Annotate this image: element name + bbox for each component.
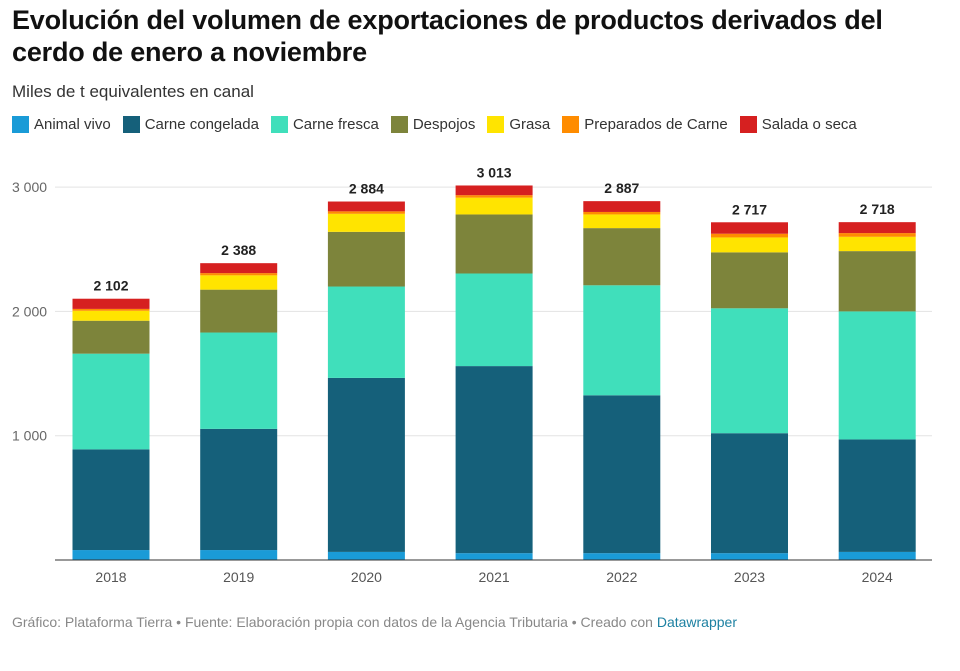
bar-segment	[711, 433, 788, 554]
legend-swatch	[122, 116, 140, 133]
bar-segment	[200, 332, 278, 429]
total-label: 2 717	[732, 201, 767, 217]
bar-segment	[455, 195, 533, 198]
legend-item-salada-o-seca: Salada o seca	[739, 116, 857, 133]
datawrapper-link[interactable]: Datawrapper	[656, 614, 737, 630]
legend-label: Grasa	[509, 116, 551, 133]
bar-segment	[72, 298, 150, 309]
total-label: 3 013	[477, 164, 512, 180]
bar-segment	[838, 439, 916, 552]
bar-segment	[583, 211, 661, 215]
legend-label: Despojos	[412, 116, 476, 133]
x-tick-label: 2023	[734, 569, 765, 585]
legend-label: Carne congelada	[144, 116, 259, 133]
bar-segment	[200, 275, 278, 290]
bar-segment	[327, 377, 405, 552]
bar-segment	[583, 285, 661, 396]
total-label: 2 102	[93, 278, 128, 294]
legend-label: Animal vivo	[34, 116, 111, 133]
bar-segment	[711, 233, 788, 238]
bar-segment	[455, 273, 533, 367]
footer-credits: Gráfico: Plataforma Tierra • Fuente: Ela…	[12, 614, 737, 630]
chart-subtitle: Miles de t equivalentes en canal	[12, 82, 254, 101]
bar-segment	[455, 185, 533, 196]
legend-item-preparados-de-carne: Preparados de Carne	[562, 116, 728, 133]
bar-segment	[72, 308, 150, 311]
legend-item-carne-congelada: Carne congelada	[122, 116, 259, 133]
legend: Animal vivo Carne congelada Carne fresca…	[12, 116, 869, 133]
y-tick-label: 2 000	[12, 303, 47, 319]
chart-title: Evolución del volumen de exportaciones d…	[12, 5, 883, 67]
bar-segment	[72, 550, 150, 560]
legend-item-grasa: Grasa	[487, 116, 550, 133]
legend-item-despojos: Despojos	[390, 116, 476, 133]
legend-swatch	[739, 116, 757, 133]
bar-segment	[327, 213, 405, 232]
bar-segment	[455, 197, 533, 215]
total-label: 2 718	[860, 201, 895, 217]
legend-swatch	[12, 116, 29, 133]
bar-segment	[583, 553, 661, 560]
bar-segment	[200, 550, 278, 560]
bar-segment	[455, 366, 533, 554]
bar-segment	[711, 308, 788, 434]
x-tick-label: 2024	[862, 569, 893, 585]
x-tick-label: 2020	[351, 569, 382, 585]
stacked-bar-chart: 1 000 2 000 3 000 2 102 2018 2 388 2019 2 884 20…	[12, 164, 932, 585]
bar-segment	[72, 320, 150, 354]
footer-text: Gráfico: Plataforma Tierra • Fuente: Ela…	[12, 614, 653, 630]
bar-segment	[711, 237, 788, 253]
legend-item-animal-vivo: Animal vivo	[12, 116, 111, 133]
bar-segment	[838, 222, 916, 234]
bar-segment	[583, 201, 661, 212]
legend-label: Carne fresca	[292, 116, 379, 133]
legend-swatch	[562, 116, 580, 133]
y-tick-label: 3 000	[12, 179, 47, 195]
bar-segment	[583, 395, 661, 554]
bar-segment	[838, 311, 916, 440]
bar-segment	[711, 222, 788, 234]
total-label: 2 887	[604, 180, 639, 196]
bar-segment	[200, 273, 278, 276]
bar-segment	[838, 251, 916, 312]
legend-swatch	[390, 116, 408, 133]
bar-segment	[583, 228, 661, 286]
bar-segment	[327, 286, 405, 378]
x-tick-label: 2022	[606, 569, 637, 585]
x-tick-label: 2018	[95, 569, 126, 585]
x-tick-label: 2019	[223, 569, 254, 585]
total-label: 2 884	[349, 181, 384, 197]
legend-label: Preparados de Carne	[584, 116, 728, 133]
legend-swatch	[487, 116, 505, 133]
bar-segment	[327, 201, 405, 212]
y-tick-label: 1 000	[12, 428, 47, 444]
bar-segment	[200, 263, 278, 274]
bar-segment	[327, 231, 405, 287]
bar-segment	[838, 233, 916, 237]
bar-segment	[455, 553, 533, 560]
legend-label: Salada o seca	[761, 116, 857, 133]
bar-segment	[455, 214, 533, 274]
bar-segment	[583, 214, 661, 229]
total-label: 2 388	[221, 242, 256, 258]
bar-segment	[327, 211, 405, 214]
legend-swatch	[270, 116, 288, 133]
bar-segment	[838, 551, 916, 560]
bar-segment	[72, 449, 150, 551]
bar-segment	[711, 553, 788, 560]
bar-segment	[72, 353, 150, 450]
bar-segment	[327, 551, 405, 560]
bar-segment	[200, 289, 278, 333]
bar-segment	[72, 310, 150, 321]
bar-segment	[838, 236, 916, 252]
x-tick-label: 2021	[479, 569, 510, 585]
legend-item-carne-fresca: Carne fresca	[270, 116, 379, 133]
bar-segment	[711, 252, 788, 309]
bar-segment	[200, 428, 278, 551]
